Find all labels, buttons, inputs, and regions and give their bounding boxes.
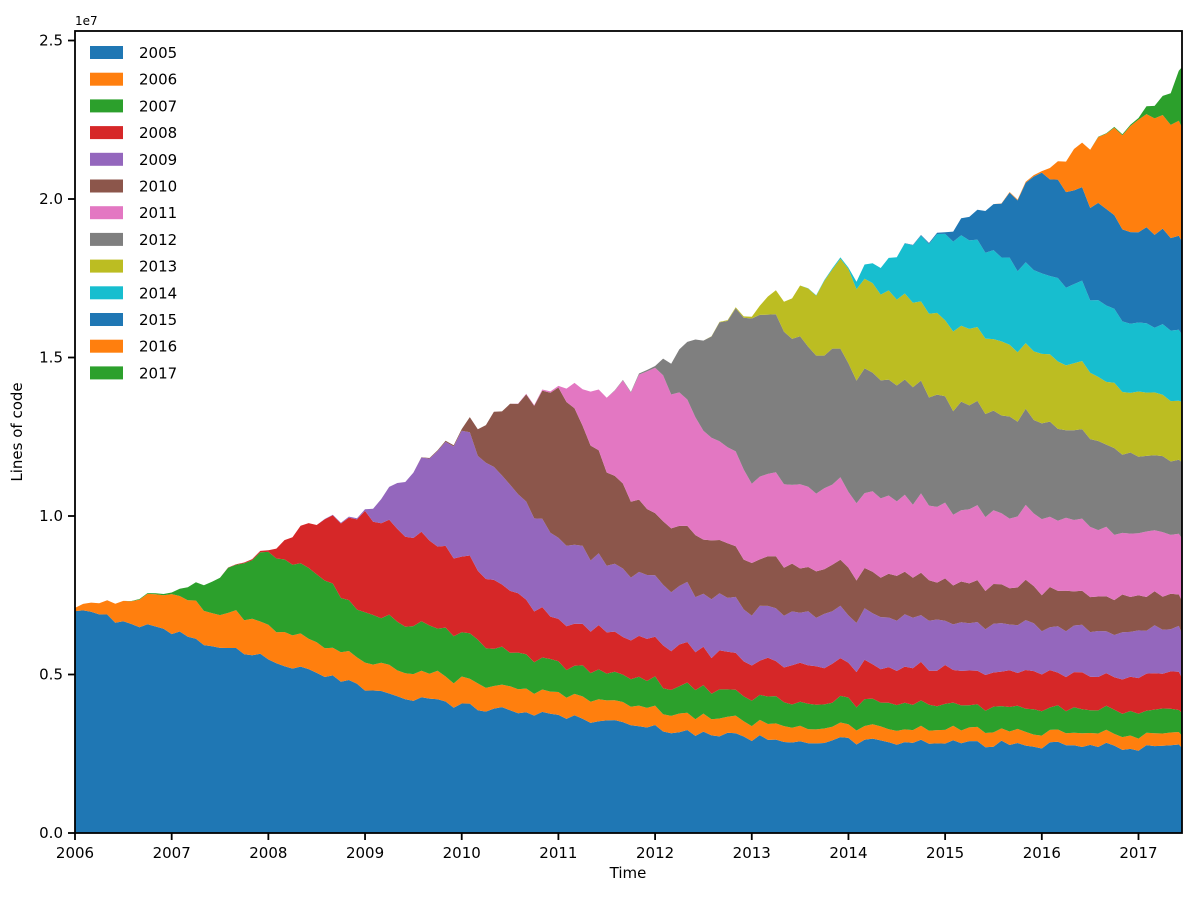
legend-swatch-2014 xyxy=(90,286,123,300)
y-ticklabel-0.5: 0.5 xyxy=(39,666,63,684)
legend-swatch-2012 xyxy=(90,232,123,246)
y-ticklabel-2.5: 2.5 xyxy=(39,32,63,50)
legend-swatch-2015 xyxy=(90,313,123,326)
legend-label-2016: 2016 xyxy=(139,338,177,356)
legend-label-2007: 2007 xyxy=(139,97,177,115)
x-axis-ticks: 2006 2007 2008 2009 2010 2011 2012 2013 2014 2015… xyxy=(56,833,1158,862)
area-2015 xyxy=(75,172,1182,608)
x-axis-label: Time xyxy=(609,864,647,882)
legend-label-2014: 2014 xyxy=(139,284,177,302)
legend-swatch-2006 xyxy=(90,72,123,86)
area-2012 xyxy=(75,308,1182,608)
y-ticklabel-2.0: 2.0 xyxy=(39,190,63,208)
legend-item-2013: 2013 xyxy=(90,258,177,276)
area-2011 xyxy=(75,367,1182,608)
y-ticklabel-0.0: 0.0 xyxy=(39,824,63,842)
legend-item-2012: 2012 xyxy=(90,231,177,249)
axes-frame xyxy=(74,30,1183,834)
x-ticklabel-2013: 2013 xyxy=(733,844,771,862)
legend-item-2006: 2006 xyxy=(90,71,177,89)
y-axis-ticks: 0.0 0.5 1.0 1.5 2.0 2.5 xyxy=(39,32,75,842)
x-ticklabel-2010: 2010 xyxy=(443,844,481,862)
area-2013 xyxy=(75,258,1182,608)
y-axis-offset-label: 1e7 xyxy=(75,14,98,28)
legend-item-2007: 2007 xyxy=(90,97,177,115)
area-2007 xyxy=(75,551,1182,739)
y-ticklabel-1.0: 1.0 xyxy=(39,507,63,525)
x-ticklabel-2017: 2017 xyxy=(1119,844,1157,862)
x-ticklabel-2009: 2009 xyxy=(346,844,384,862)
legend-swatch-2007 xyxy=(90,99,123,113)
x-ticklabel-2007: 2007 xyxy=(153,844,191,862)
legend-swatch-2016 xyxy=(90,339,123,353)
legend-label-2012: 2012 xyxy=(139,231,177,249)
legend-label-2005: 2005 xyxy=(139,44,177,62)
legend-item-2016: 2016 xyxy=(90,338,177,356)
legend-swatch-2011 xyxy=(90,206,123,220)
legend-label-2017: 2017 xyxy=(139,364,177,382)
legend-item-2008: 2008 xyxy=(90,124,177,142)
legend-item-2017: 2017 xyxy=(90,364,177,382)
legend-label-2010: 2010 xyxy=(139,178,177,196)
area-2010 xyxy=(75,387,1182,635)
legend-swatch-2008 xyxy=(90,126,123,140)
legend-label-2013: 2013 xyxy=(139,258,177,276)
legend-swatch-2009 xyxy=(90,152,123,166)
legend-label-2008: 2008 xyxy=(139,124,177,142)
x-ticklabel-2012: 2012 xyxy=(636,844,674,862)
area-2009 xyxy=(75,430,1182,680)
x-ticklabel-2014: 2014 xyxy=(829,844,867,862)
y-ticklabel-1.5: 1.5 xyxy=(39,349,63,367)
y-axis-label: Lines of code xyxy=(8,382,26,481)
x-ticklabel-2016: 2016 xyxy=(1023,844,1061,862)
x-ticklabel-2015: 2015 xyxy=(926,844,964,862)
legend-swatch-2010 xyxy=(90,179,123,193)
legend-label-2006: 2006 xyxy=(139,71,177,89)
legend-item-2005: 2005 xyxy=(90,44,177,62)
x-ticklabel-2011: 2011 xyxy=(539,844,577,862)
x-ticklabel-2008: 2008 xyxy=(249,844,287,862)
stacked-areas xyxy=(75,67,1182,833)
legend-label-2009: 2009 xyxy=(139,151,177,169)
area-2005 xyxy=(75,610,1182,833)
legend-item-2010: 2010 xyxy=(90,178,177,196)
legend-swatch-2013 xyxy=(90,259,123,273)
area-2016 xyxy=(75,114,1182,608)
legend-item-2014: 2014 xyxy=(90,284,177,302)
legend: 2005 2006 2007 2008 2009 2010 2011 2012 2013 2014… xyxy=(90,44,177,382)
legend-item-2009: 2009 xyxy=(90,151,177,169)
area-2008 xyxy=(75,510,1182,714)
x-ticklabel-2006: 2006 xyxy=(56,844,94,862)
legend-label-2015: 2015 xyxy=(139,311,177,329)
legend-swatch-2017 xyxy=(90,366,123,380)
legend-label-2011: 2011 xyxy=(139,204,177,222)
legend-swatch-2005 xyxy=(90,46,123,59)
legend-item-2011: 2011 xyxy=(90,204,177,222)
area-2006 xyxy=(75,593,1182,751)
legend-item-2015: 2015 xyxy=(90,311,177,329)
